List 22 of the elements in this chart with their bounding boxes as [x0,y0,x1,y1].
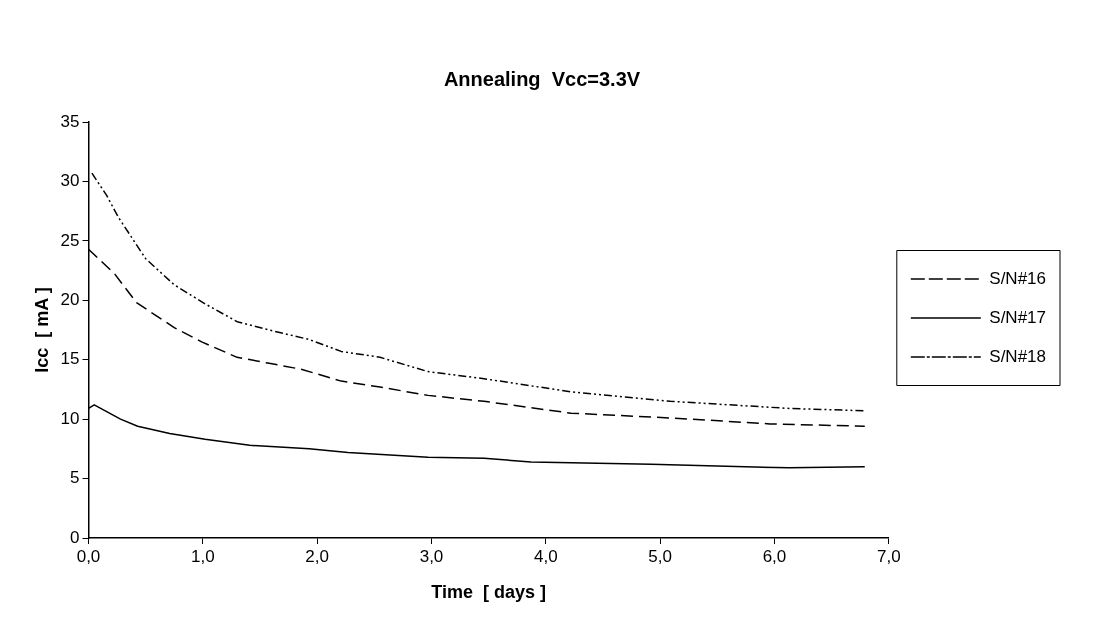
x-tick-label: 7,0 [876,546,901,566]
legend-label: S/N#18 [989,346,1046,366]
chart-title: Annealing Vcc=3.3V [443,67,641,90]
x-axis-title: Time [ days ] [431,582,547,603]
x-tick-label: 4,0 [534,546,558,566]
y-tick-label: 30 [60,171,80,191]
x-tick-label: 0,0 [76,546,101,566]
x-tick-label: 1,0 [191,546,215,566]
y-tick-label: 5 [70,468,80,488]
x-tick-label: 2,0 [305,546,329,566]
x-tick-label: 3,0 [419,546,444,566]
legend-label: S/N#17 [989,307,1046,327]
y-tick-label: 35 [60,111,80,131]
y-tick-label: 10 [60,408,80,428]
legend-label: S/N#16 [989,268,1046,288]
x-tick-label: 6,0 [762,546,787,566]
y-tick-label: 20 [60,289,80,309]
y-tick-label: 15 [60,349,80,369]
x-tick-label: 5,0 [648,546,672,566]
y-axis-title: Icc [ mA ] [31,287,52,373]
y-tick-label: 25 [60,230,80,250]
y-tick-label: 0 [70,527,80,547]
